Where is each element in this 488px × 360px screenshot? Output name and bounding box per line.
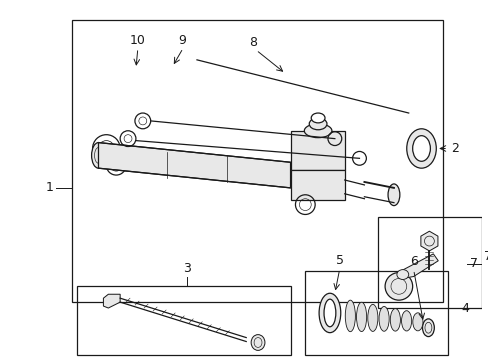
Circle shape [384,273,412,300]
Text: 2: 2 [450,142,458,155]
Ellipse shape [389,309,400,331]
Text: 7: 7 [483,250,488,263]
Bar [305,271,447,355]
Ellipse shape [412,313,422,331]
Ellipse shape [422,319,433,337]
Polygon shape [397,254,437,279]
Text: 5: 5 [335,254,343,267]
Ellipse shape [319,293,340,333]
Polygon shape [103,294,120,308]
Text: 7: 7 [469,257,477,270]
Bar [290,170,344,200]
Ellipse shape [310,113,325,123]
Bar [77,286,290,355]
Ellipse shape [406,129,435,168]
Ellipse shape [345,300,355,332]
Text: 4: 4 [460,302,468,315]
Text: 3: 3 [183,262,191,275]
Ellipse shape [324,299,335,327]
Text: 1: 1 [45,181,53,194]
Bar [72,21,442,302]
Ellipse shape [304,124,331,138]
Ellipse shape [91,143,105,168]
Bar [377,217,481,308]
Ellipse shape [251,335,264,350]
Ellipse shape [308,118,326,130]
Ellipse shape [356,302,366,332]
Ellipse shape [412,136,429,161]
Bar [290,131,344,170]
Polygon shape [420,231,437,251]
Ellipse shape [378,306,388,331]
Text: 8: 8 [248,36,257,49]
Ellipse shape [396,270,408,279]
Text: 6: 6 [409,255,417,268]
Text: 9: 9 [178,33,186,47]
Ellipse shape [367,304,377,332]
Polygon shape [98,143,290,188]
Ellipse shape [387,184,399,206]
Ellipse shape [401,311,411,331]
Text: 10: 10 [130,33,145,47]
